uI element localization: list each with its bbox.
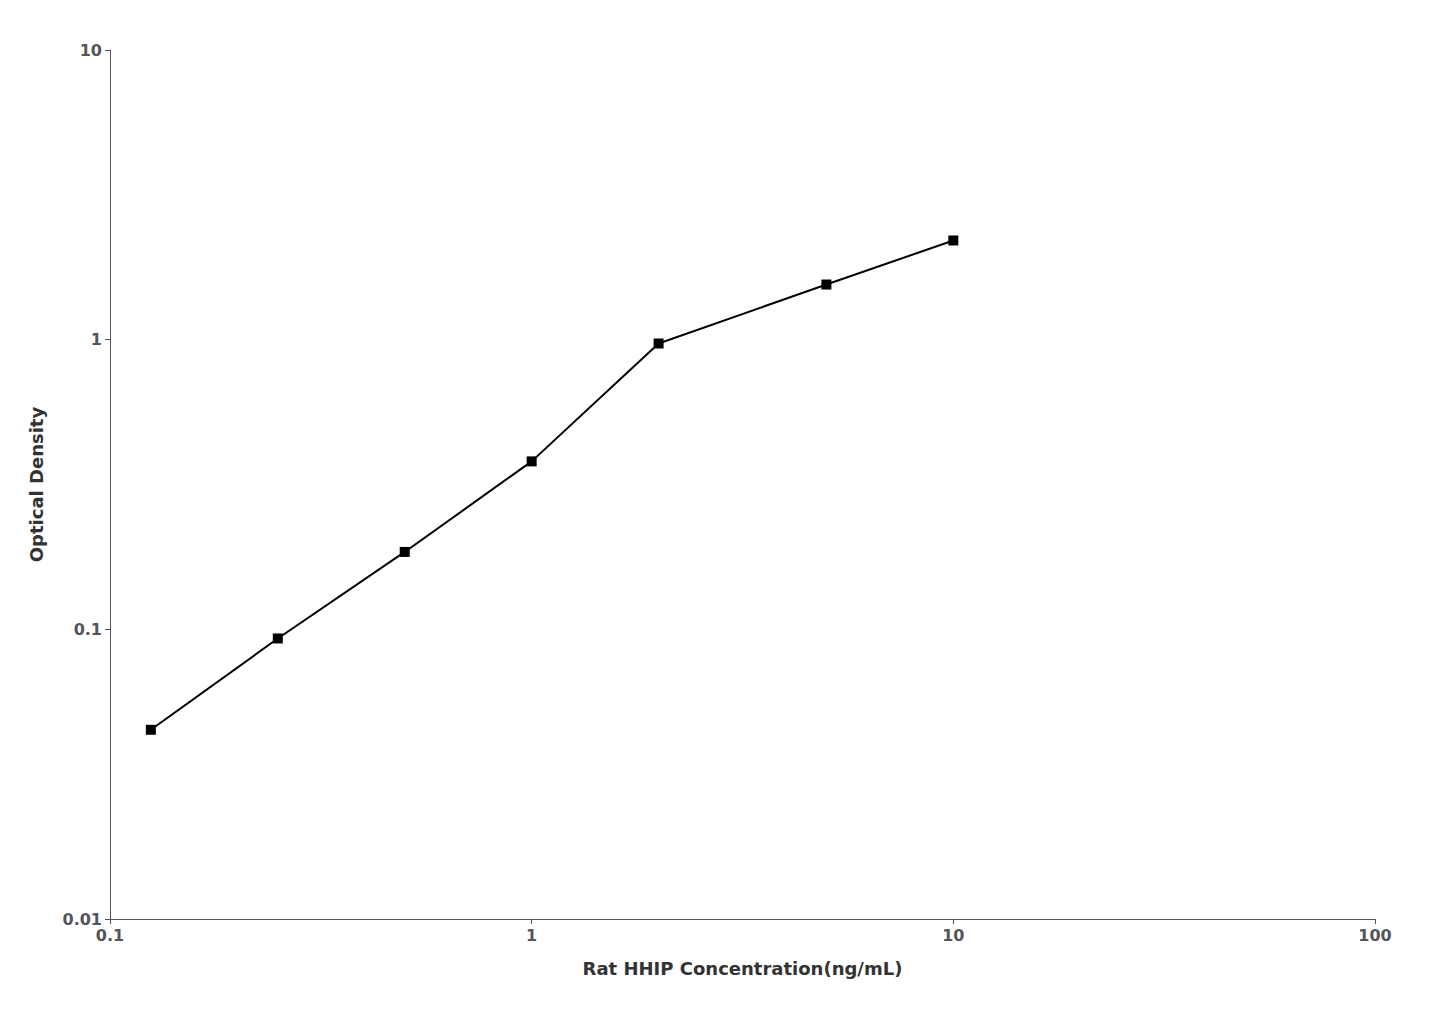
svg-text:Optical Density: Optical Density	[26, 407, 47, 563]
svg-text:100: 100	[1358, 926, 1391, 945]
svg-text:10: 10	[942, 926, 964, 945]
svg-text:1: 1	[91, 330, 102, 349]
svg-text:0.1: 0.1	[96, 926, 124, 945]
svg-text:Rat HHIP Concentration(ng/mL): Rat HHIP Concentration(ng/mL)	[583, 958, 903, 979]
svg-text:10: 10	[80, 41, 102, 60]
svg-text:0.1: 0.1	[74, 620, 102, 639]
svg-text:0.01: 0.01	[62, 909, 102, 929]
svg-text:1: 1	[526, 926, 537, 945]
